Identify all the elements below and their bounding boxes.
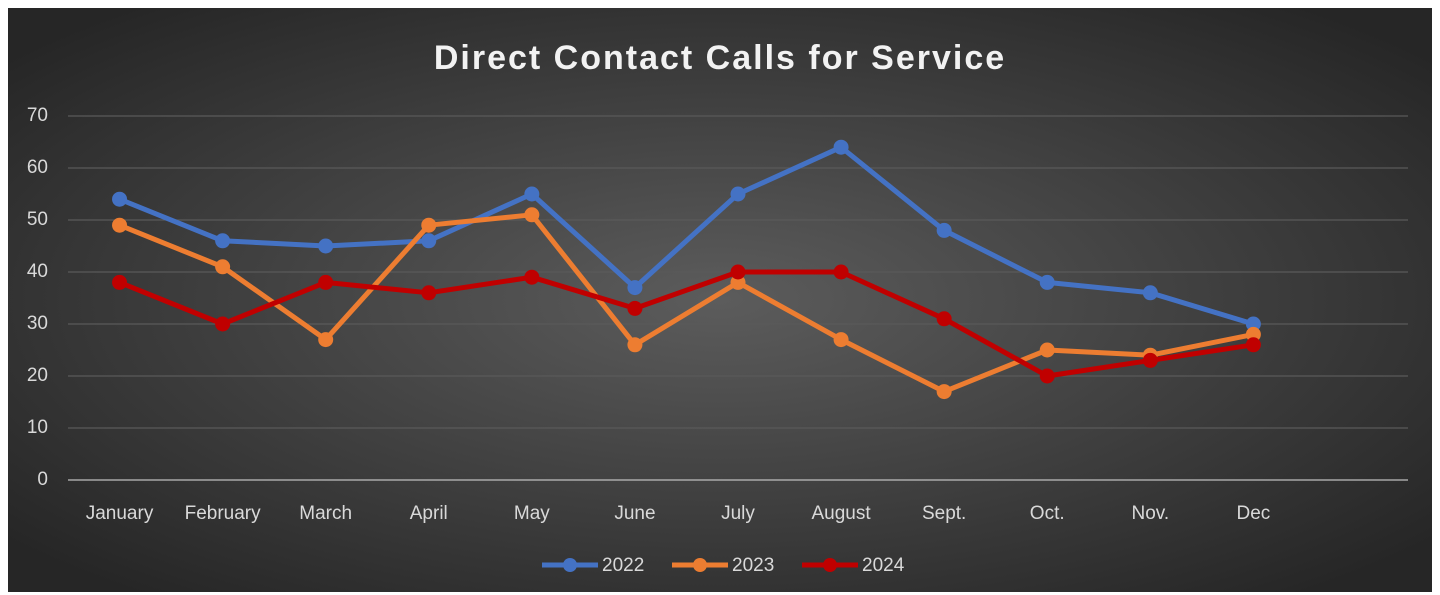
legend-label: 2022 [602,555,644,576]
legend-label: 2023 [732,555,774,576]
data-point [524,186,540,202]
data-point [318,332,334,348]
y-tick-label: 70 [27,105,48,126]
data-point [112,191,128,207]
data-point [1142,352,1158,368]
x-tick-label: Dec [1236,503,1270,524]
x-tick-label: February [185,503,262,524]
data-point [318,238,334,254]
series-line [118,144,1255,327]
data-point [318,274,334,290]
data-point [215,316,231,332]
data-point [421,233,437,249]
data-point [627,337,643,353]
y-tick-label: 20 [27,365,48,386]
y-tick-label: 40 [27,261,48,282]
data-point [1039,342,1055,358]
chart-title: Direct Contact Calls for Service [434,39,1006,77]
series-line [118,212,1254,395]
data-point [936,384,952,400]
data-point [730,186,746,202]
x-tick-label: March [299,503,352,524]
y-tick-label: 30 [27,313,48,334]
data-point [1142,285,1158,301]
x-tick-label: Nov. [1131,503,1169,524]
data-point [627,280,643,296]
data-point [112,217,128,233]
data-point [730,274,746,290]
x-tick-label: Sept. [922,503,966,524]
y-tick-label: 0 [37,469,48,490]
data-point [215,233,231,249]
data-point [833,139,849,155]
series-line [118,269,1254,379]
data-point [1039,368,1055,384]
data-point [1245,326,1261,342]
data-point [936,311,952,327]
data-point [421,285,437,301]
data-point [936,222,952,238]
data-point [1245,337,1261,353]
data-point [1039,274,1055,290]
y-tick-label: 60 [27,157,48,178]
data-point [524,207,540,223]
data-point [215,259,231,275]
x-tick-label: August [811,503,871,524]
data-point [730,264,746,280]
x-tick-label: April [410,503,448,524]
x-tick-label: January [86,503,154,524]
y-tick-label: 10 [27,417,48,438]
x-tick-label: June [614,503,655,524]
legend-marker [563,558,577,572]
data-point [1245,316,1261,332]
data-point [833,264,849,280]
data-point [421,217,437,233]
y-tick-label: 50 [27,209,48,230]
data-point [524,269,540,285]
legend-marker [693,558,707,572]
legend-marker [823,558,837,572]
data-point [112,274,128,290]
x-tick-label: May [514,503,550,524]
data-point [627,300,643,316]
chart-background [8,8,1432,592]
legend-label: 2024 [862,555,905,576]
x-tick-label: Oct. [1030,503,1065,524]
data-point [833,332,849,348]
x-tick-label: July [721,503,755,524]
